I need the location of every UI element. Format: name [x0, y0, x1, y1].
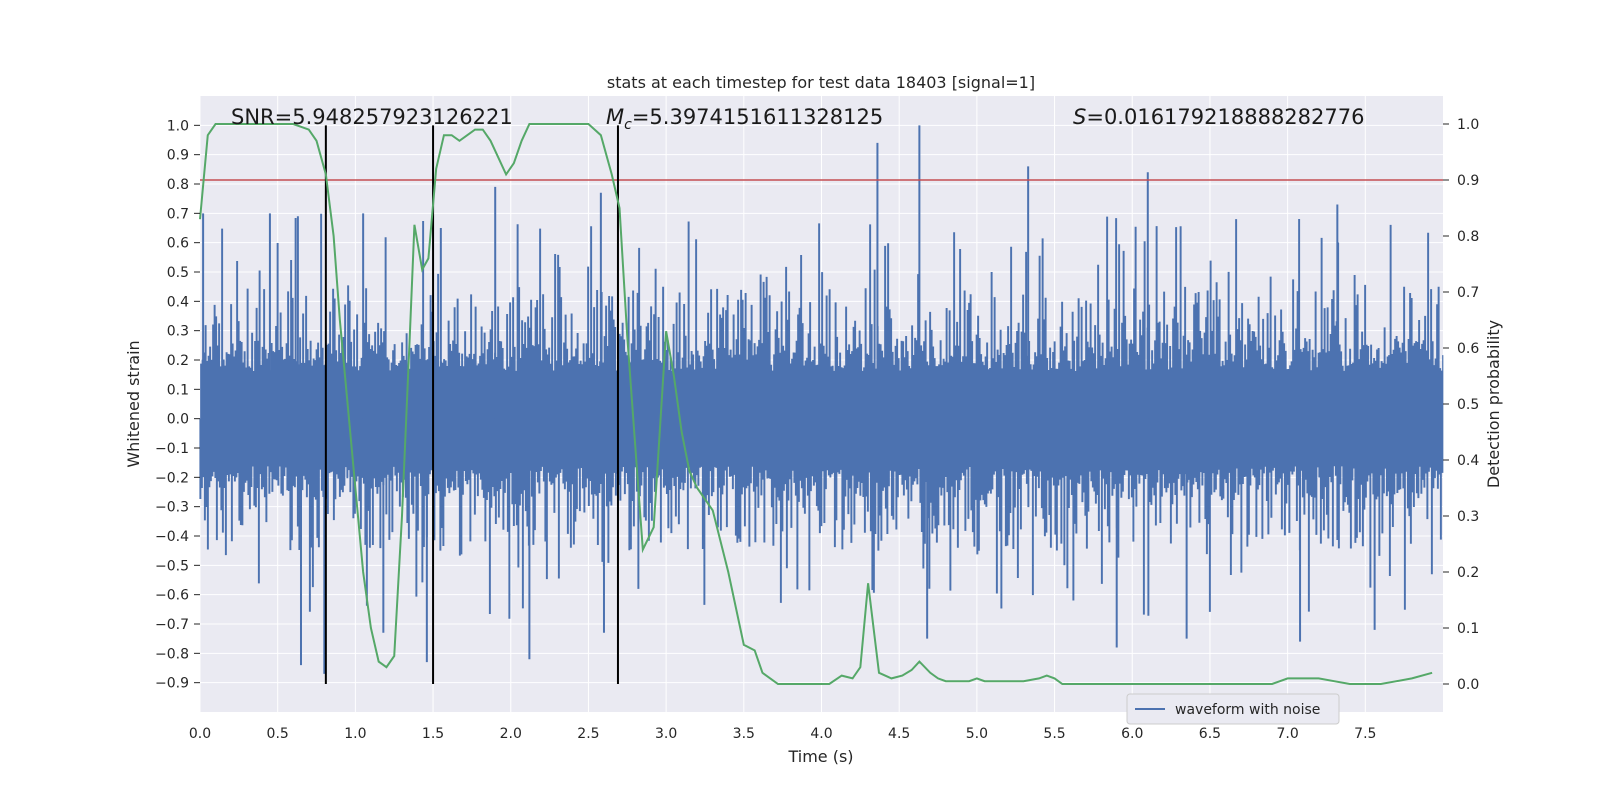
y-tick-label: −0.5 — [155, 558, 189, 574]
y-tick-label: 0.7 — [167, 206, 189, 222]
y-tick-label: 0.4 — [167, 294, 189, 310]
y2-axis-ticks: 0.0 0.1 0.2 0.3 0.4 0.5 0.6 0.7 0.8 0.9 1.0 — [1443, 117, 1479, 693]
x-tick-label: 3.0 — [655, 726, 677, 742]
waveform-noise-series — [199, 125, 1444, 674]
x-tick-label: 2.0 — [500, 726, 522, 742]
x-tick-label: 0.0 — [189, 726, 211, 742]
y-tick-label: −0.6 — [155, 588, 189, 604]
y2-tick-label: 0.9 — [1457, 173, 1479, 189]
y-axis-ticks: −0.9 −0.8 −0.7 −0.6 −0.5 −0.4 −0.3 −0.2 −0.1 0.0 0… — [155, 118, 200, 692]
y-tick-label: −0.1 — [155, 441, 189, 457]
y-tick-label: −0.2 — [155, 470, 189, 486]
s-value: =0.016179218888282776 — [1086, 105, 1364, 129]
x-tick-label: 4.5 — [888, 726, 910, 742]
legend-label-waveform: waveform with noise — [1175, 702, 1320, 718]
y-tick-label: −0.4 — [155, 529, 189, 545]
y-tick-label: −0.3 — [155, 500, 189, 516]
x-tick-label: 7.0 — [1276, 726, 1298, 742]
y2-tick-label: 0.6 — [1457, 341, 1479, 357]
y2-tick-label: 0.0 — [1457, 677, 1479, 693]
x-tick-label: 1.0 — [344, 726, 366, 742]
x-axis-label: Time (s) — [787, 747, 853, 766]
x-tick-label: 2.5 — [577, 726, 599, 742]
y-tick-label: 1.0 — [167, 118, 189, 134]
s-symbol: S — [1073, 105, 1086, 129]
y-tick-label: 0.9 — [167, 148, 189, 164]
legend: waveform with noise — [1126, 693, 1340, 725]
y-tick-label: 0.0 — [167, 412, 189, 428]
event-lines — [324, 125, 619, 684]
y2-tick-label: 0.3 — [1457, 509, 1479, 525]
chirp-mass-symbol: M — [606, 105, 624, 129]
y2-tick-label: 0.2 — [1457, 565, 1479, 581]
noise-trace — [199, 213, 1444, 619]
x-tick-label: 0.5 — [267, 726, 289, 742]
y2-axis-label: Detection probability — [1484, 320, 1503, 488]
y-tick-label: 0.8 — [167, 177, 189, 193]
x-tick-label: 1.5 — [422, 726, 444, 742]
y2-tick-label: 1.0 — [1457, 117, 1479, 133]
x-tick-label: 3.5 — [733, 726, 755, 742]
x-tick-label: 5.5 — [1043, 726, 1065, 742]
y-axis-label: Whitened strain — [124, 340, 143, 467]
x-tick-label: 6.0 — [1121, 726, 1143, 742]
detection-probability-series — [199, 123, 1433, 685]
y-tick-label: 0.2 — [167, 353, 189, 369]
y-tick-label: 0.5 — [167, 265, 189, 281]
x-tick-label: 5.0 — [966, 726, 988, 742]
chirp-mass-subscript: c — [624, 117, 632, 133]
y-tick-label: 0.6 — [167, 236, 189, 252]
y2-tick-label: 0.8 — [1457, 229, 1479, 245]
y2-tick-label: 0.4 — [1457, 453, 1479, 469]
y-tick-label: −0.7 — [155, 617, 189, 633]
x-tick-label: 4.0 — [810, 726, 832, 742]
y2-tick-label: 0.7 — [1457, 285, 1479, 301]
y2-tick-label: 0.5 — [1457, 397, 1479, 413]
x-tick-label: 6.5 — [1199, 726, 1221, 742]
snr-annotation: SNR=5.948257923126221 — [231, 105, 513, 129]
y-tick-label: 0.3 — [167, 324, 189, 340]
chart-title: stats at each timestep for test data 184… — [607, 73, 1035, 92]
y2-tick-label: 0.1 — [1457, 621, 1479, 637]
y-tick-label: −0.8 — [155, 646, 189, 662]
detection-probability-line — [199, 123, 1433, 685]
s-annotation: S=0.016179218888282776 — [1073, 105, 1364, 129]
legend-box — [1126, 693, 1340, 725]
x-axis-ticks: 0.0 0.5 1.0 1.5 2.0 2.5 3.0 3.5 4.0 4.5 5.0 5.5 6.0 6… — [189, 726, 1377, 742]
y-tick-label: 0.1 — [167, 382, 189, 398]
y-tick-label: −0.9 — [155, 676, 189, 692]
chirp-mass-annotation: Mc=5.3974151611328125 — [606, 105, 883, 133]
x-tick-label: 7.5 — [1354, 726, 1376, 742]
chirp-mass-value: =5.3974151611328125 — [632, 105, 883, 129]
